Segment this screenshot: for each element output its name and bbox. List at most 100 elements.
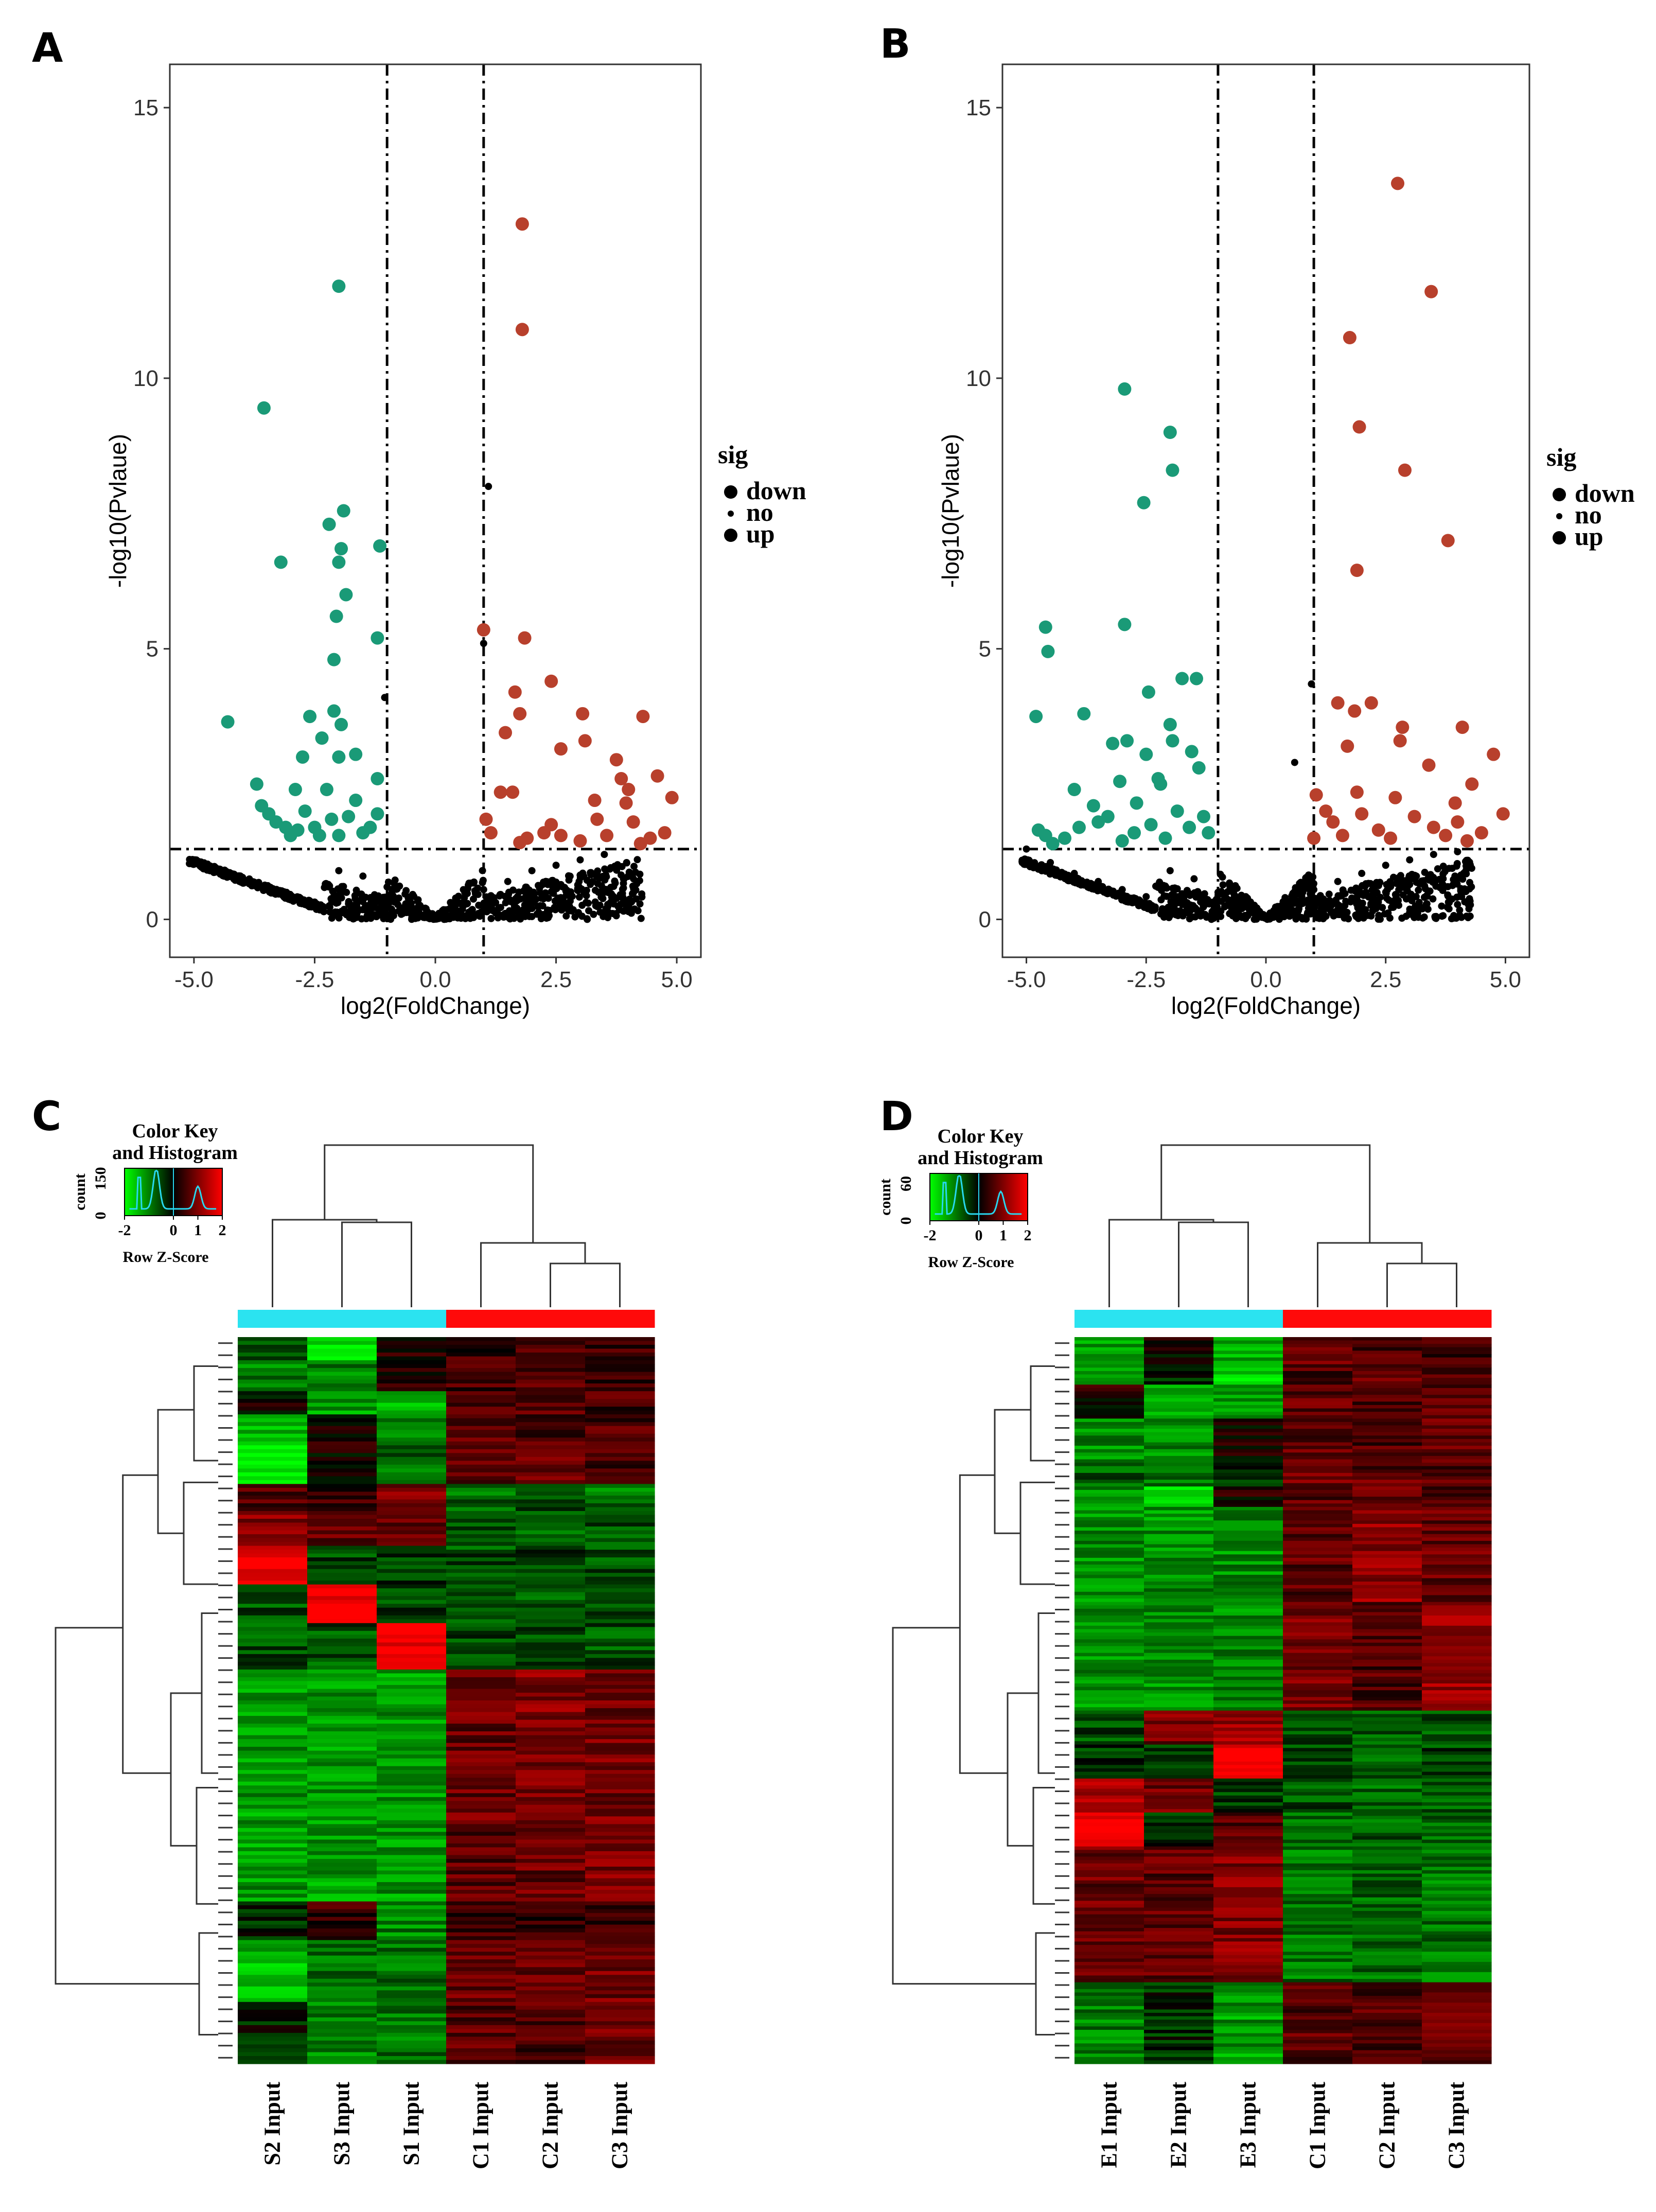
heatmap-cell [1422, 1914, 1492, 1918]
column-label: C3 Input [607, 2082, 632, 2169]
heatmap-cell [1213, 1357, 1283, 1361]
heatmap-cell [1422, 1500, 1492, 1504]
heatmap-cell [446, 1437, 516, 1442]
heatmap-cell [446, 1696, 516, 1701]
heatmap-cell [446, 1708, 516, 1713]
heatmap-cell [238, 1921, 308, 1925]
heatmap-cell [1352, 1388, 1422, 1392]
heatmap-cell [1422, 1466, 1492, 1470]
heatmap-cell [377, 1484, 447, 1488]
heatmap-cell [1213, 1751, 1283, 1755]
heatmap-cell [1283, 1958, 1353, 1962]
heatmap-cell [1352, 1605, 1422, 1609]
heatmap-cell [516, 1947, 586, 1952]
heatmap-cell [1422, 1788, 1492, 1793]
heatmap-cell [238, 1774, 308, 1778]
heatmap-cell [1422, 1670, 1492, 1674]
no-point [561, 884, 569, 891]
up-point [1422, 758, 1436, 772]
heatmap-cell [307, 1886, 377, 1890]
heatmap-cell [377, 1522, 447, 1527]
heatmap-cell [1074, 1986, 1144, 1990]
heatmap-cell [1144, 1381, 1214, 1385]
heatmap-cell [1144, 1802, 1214, 1806]
no-point [1186, 915, 1193, 923]
heatmap-cell [377, 2052, 447, 2057]
no-point [380, 915, 387, 922]
legend-key-up [724, 529, 737, 542]
heatmap-cell [1352, 1989, 1422, 1993]
heatmap-cell [1352, 1432, 1422, 1436]
heatmap-cell [238, 1364, 308, 1368]
heatmap-cell [1213, 1472, 1283, 1477]
legend-key-down [1553, 488, 1566, 501]
heatmap-cell [1074, 1955, 1144, 1959]
heatmap-cell [516, 1739, 586, 1744]
heatmap-cell [1213, 1853, 1283, 1857]
heatmap-cell [1144, 1836, 1214, 1840]
heatmap-cell [307, 1600, 377, 1604]
no-point [349, 905, 357, 912]
heatmap-cell [307, 2060, 377, 2064]
down-point [303, 710, 317, 724]
heatmap-cell [377, 2037, 447, 2041]
heatmap-cell [585, 1921, 655, 1925]
heatmap-cell [1283, 1758, 1353, 1762]
heatmap-cell [1213, 1565, 1283, 1569]
heatmap-cell [1074, 1782, 1144, 1786]
heatmap-cell [1074, 1463, 1144, 1467]
heatmap-cell [1213, 1975, 1283, 1979]
heatmap-cell [446, 1503, 516, 1508]
heatmap-cell [516, 2060, 586, 2064]
heatmap-cell [446, 1843, 516, 1848]
down-point [322, 517, 336, 531]
heatmap-cell [1144, 1935, 1214, 1939]
heatmap-cell [446, 1774, 516, 1778]
heatmap-cell [1422, 1921, 1492, 1925]
legend-title: sig [1546, 443, 1576, 471]
heatmap-cell [1283, 1548, 1353, 1552]
no-point [566, 897, 574, 905]
heatmap-cell [1074, 1418, 1144, 1423]
panel-letter-c: C [32, 1094, 61, 1140]
heatmap-cell [1352, 1697, 1422, 1701]
heatmap-cell [307, 1387, 377, 1392]
up-point [1343, 331, 1356, 345]
heatmap-cell [377, 1588, 447, 1593]
heatmap-cell [1422, 1646, 1492, 1650]
heatmap-cell [1422, 1741, 1492, 1745]
heatmap-cell [585, 1433, 655, 1438]
heatmap-cell [1283, 1782, 1353, 1786]
heatmap-cell [585, 1990, 655, 1995]
heatmap-cell [1213, 1935, 1283, 1939]
heatmap-cell [1283, 1884, 1353, 1888]
heatmap-cell [1144, 1962, 1214, 1966]
heatmap-cell [1352, 1632, 1422, 1637]
heatmap-cell [1074, 1486, 1144, 1490]
heatmap-cell [1283, 1799, 1353, 1803]
y-axis-title: -log10(Pvlaue) [104, 434, 131, 588]
heatmap-cell [1422, 2060, 1492, 2064]
heatmap-cell [585, 1700, 655, 1705]
down-point [1202, 826, 1215, 840]
heatmap-cell [377, 1812, 447, 1817]
heatmap-cell [377, 1986, 447, 1991]
heatmap-cell [1074, 1941, 1144, 1945]
heatmap-cell [516, 1468, 586, 1473]
no-point [1387, 883, 1395, 890]
heatmap-cell [1352, 1741, 1422, 1745]
no-point [1196, 909, 1204, 917]
heatmap-cell [307, 1395, 377, 1399]
heatmap-cell [238, 1379, 308, 1384]
heatmap-cell [1144, 1741, 1214, 1745]
heatmap-cell [1213, 1391, 1283, 1395]
heatmap-cell [1144, 1551, 1214, 1555]
heatmap-cell [377, 2013, 447, 2018]
heatmap-cell [446, 1967, 516, 1972]
heatmap-cell [1074, 1381, 1144, 1385]
heatmap-cell [1352, 1629, 1422, 1633]
heatmap-cell [1352, 2026, 1422, 2030]
heatmap-cell [1283, 1826, 1353, 1830]
heatmap-cell [307, 1360, 377, 1365]
heatmap-cell [446, 1816, 516, 1821]
